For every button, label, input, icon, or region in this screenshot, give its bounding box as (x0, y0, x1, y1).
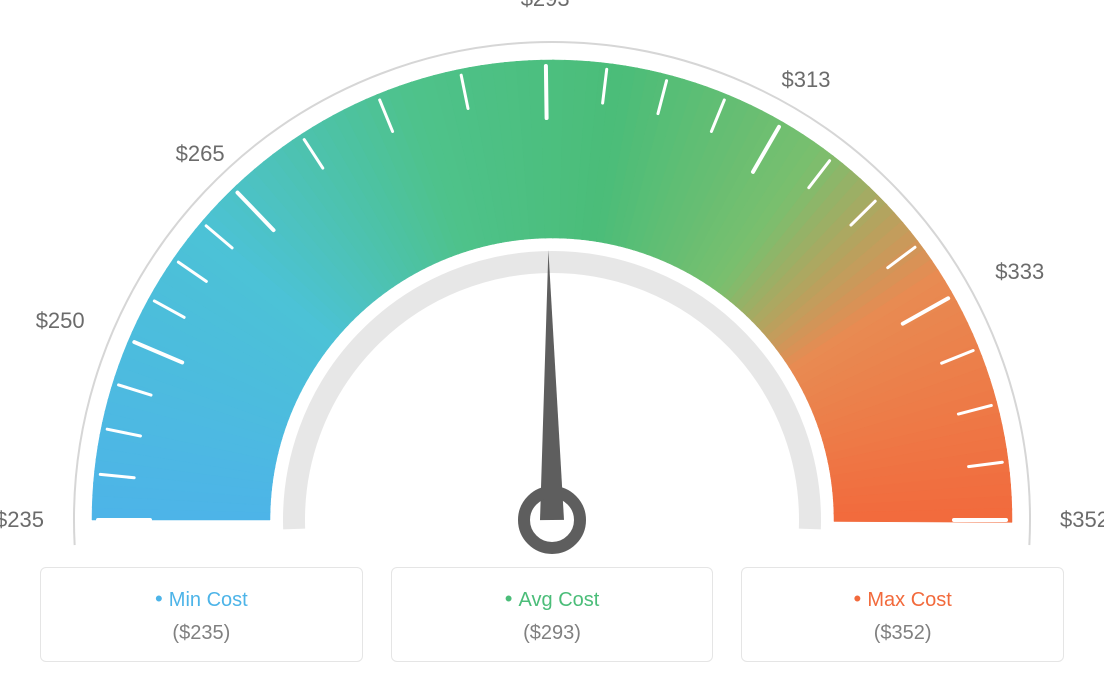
legend-card-min: Min Cost ($235) (40, 567, 363, 662)
gauge-svg (0, 0, 1104, 560)
gauge-tick-label: $333 (995, 259, 1044, 285)
gauge-tick-label: $265 (176, 141, 225, 167)
legend-value-min: ($235) (51, 622, 352, 645)
legend-card-max: Max Cost ($352) (741, 567, 1064, 662)
legend-row: Min Cost ($235) Avg Cost ($293) Max Cost… (40, 567, 1064, 662)
legend-card-avg: Avg Cost ($293) (391, 567, 714, 662)
legend-value-avg: ($293) (402, 622, 703, 645)
gauge-tick-label: $313 (782, 67, 831, 93)
legend-value-max: ($352) (752, 622, 1053, 645)
gauge-tick-label: $250 (36, 308, 85, 334)
gauge-chart: $235 $250 $265 $293 $313 $333 $352 (0, 0, 1104, 560)
gauge-tick-label: $293 (521, 0, 570, 12)
gauge-tick-label: $235 (0, 507, 44, 533)
legend-title-max: Max Cost (752, 586, 1053, 612)
legend-title-avg: Avg Cost (402, 586, 703, 612)
legend-title-min: Min Cost (51, 586, 352, 612)
gauge-tick-label: $352 (1060, 507, 1104, 533)
